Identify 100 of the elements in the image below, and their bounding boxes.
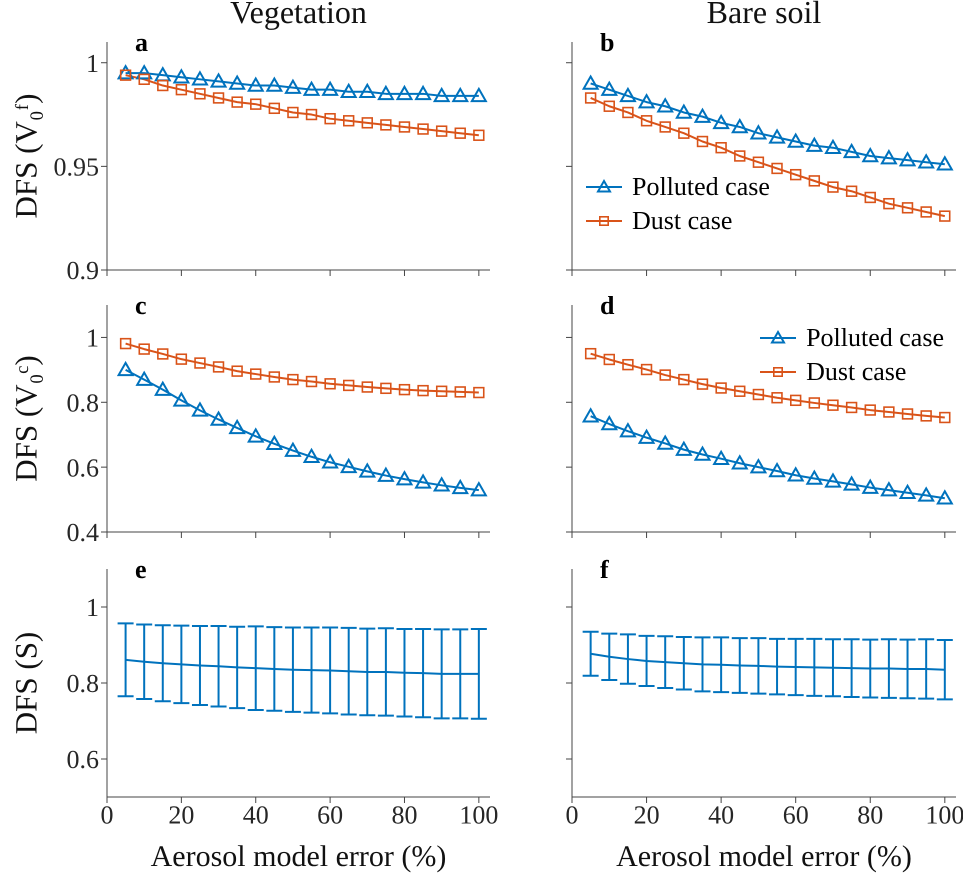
point bbox=[304, 82, 320, 96]
annotation: d bbox=[600, 291, 614, 321]
point bbox=[824, 140, 841, 154]
point bbox=[678, 128, 690, 139]
point bbox=[268, 102, 280, 114]
point bbox=[640, 364, 652, 376]
y-tick-label: 0.95 bbox=[54, 152, 99, 182]
point bbox=[398, 121, 410, 133]
point bbox=[676, 442, 692, 456]
point bbox=[378, 86, 394, 100]
point bbox=[173, 392, 190, 407]
point bbox=[120, 338, 132, 350]
y-tick-label: 0.9 bbox=[66, 256, 99, 286]
point bbox=[362, 381, 373, 393]
point bbox=[696, 378, 708, 390]
point bbox=[844, 144, 860, 158]
chart-title: Bare soil bbox=[706, 0, 822, 30]
x-axis-title: Aerosol model error (%) bbox=[150, 840, 446, 873]
point bbox=[732, 118, 748, 134]
point bbox=[138, 343, 150, 355]
point bbox=[824, 473, 841, 488]
point bbox=[918, 487, 934, 502]
point bbox=[157, 80, 168, 92]
point bbox=[194, 357, 206, 369]
point bbox=[788, 133, 804, 148]
point bbox=[900, 152, 916, 166]
point bbox=[176, 353, 188, 365]
point bbox=[752, 388, 764, 400]
point bbox=[750, 459, 766, 474]
point bbox=[248, 78, 264, 92]
point bbox=[862, 480, 878, 494]
point bbox=[322, 454, 338, 469]
point bbox=[902, 408, 914, 420]
point bbox=[676, 104, 692, 119]
y-axis-title: DFS (S) bbox=[8, 632, 44, 734]
x-tick-label: 60 bbox=[782, 800, 809, 830]
point bbox=[715, 382, 727, 394]
point bbox=[266, 78, 282, 92]
point bbox=[638, 94, 655, 108]
point bbox=[827, 181, 839, 193]
point bbox=[846, 186, 858, 197]
point bbox=[640, 115, 652, 126]
point bbox=[657, 435, 674, 450]
point bbox=[936, 156, 953, 171]
point bbox=[769, 129, 786, 144]
chart-title: Vegetation bbox=[230, 0, 367, 30]
point bbox=[396, 471, 412, 486]
point bbox=[136, 65, 152, 80]
y-tick-label: 1 bbox=[86, 324, 99, 353]
point bbox=[880, 150, 897, 164]
point bbox=[136, 372, 152, 386]
point bbox=[918, 154, 934, 168]
point bbox=[473, 386, 485, 398]
annotation: a bbox=[135, 28, 148, 58]
y-tick-label: 0.4 bbox=[66, 518, 99, 548]
point bbox=[118, 65, 134, 80]
point bbox=[454, 386, 466, 398]
point bbox=[806, 470, 822, 485]
point bbox=[880, 482, 897, 496]
point bbox=[434, 477, 450, 492]
point bbox=[452, 88, 468, 102]
point bbox=[173, 69, 190, 84]
point bbox=[713, 114, 730, 130]
point bbox=[192, 402, 208, 417]
point bbox=[601, 416, 618, 430]
point bbox=[788, 467, 804, 482]
annotation: b bbox=[600, 28, 614, 58]
point bbox=[752, 156, 764, 168]
point bbox=[250, 368, 262, 380]
point bbox=[229, 75, 246, 90]
point bbox=[436, 386, 448, 397]
point bbox=[806, 138, 822, 152]
point bbox=[732, 455, 748, 470]
point bbox=[660, 369, 671, 381]
annotation: f bbox=[600, 555, 609, 585]
point bbox=[694, 108, 710, 123]
point bbox=[380, 119, 392, 131]
y-tick-label: 0.6 bbox=[66, 745, 99, 774]
point bbox=[808, 175, 820, 187]
point bbox=[601, 82, 618, 96]
point bbox=[284, 442, 301, 457]
point bbox=[176, 84, 188, 96]
point bbox=[194, 88, 206, 100]
point bbox=[378, 468, 394, 482]
point bbox=[268, 371, 280, 383]
point bbox=[231, 96, 243, 108]
point bbox=[343, 380, 354, 392]
annotation: e bbox=[135, 555, 147, 585]
legend-label: Polluted case bbox=[806, 322, 944, 354]
y-axis-title: DFS (V₀ᶜ) bbox=[8, 355, 44, 482]
point bbox=[769, 463, 786, 478]
x-tick-label: 40 bbox=[242, 800, 269, 830]
x-tick-label: 0 bbox=[566, 800, 578, 830]
x-tick-label: 40 bbox=[708, 800, 734, 830]
point bbox=[827, 400, 839, 411]
point bbox=[380, 382, 392, 394]
x-tick-label: 100 bbox=[925, 800, 964, 830]
point bbox=[417, 123, 429, 135]
point bbox=[248, 428, 264, 443]
point bbox=[359, 84, 376, 98]
